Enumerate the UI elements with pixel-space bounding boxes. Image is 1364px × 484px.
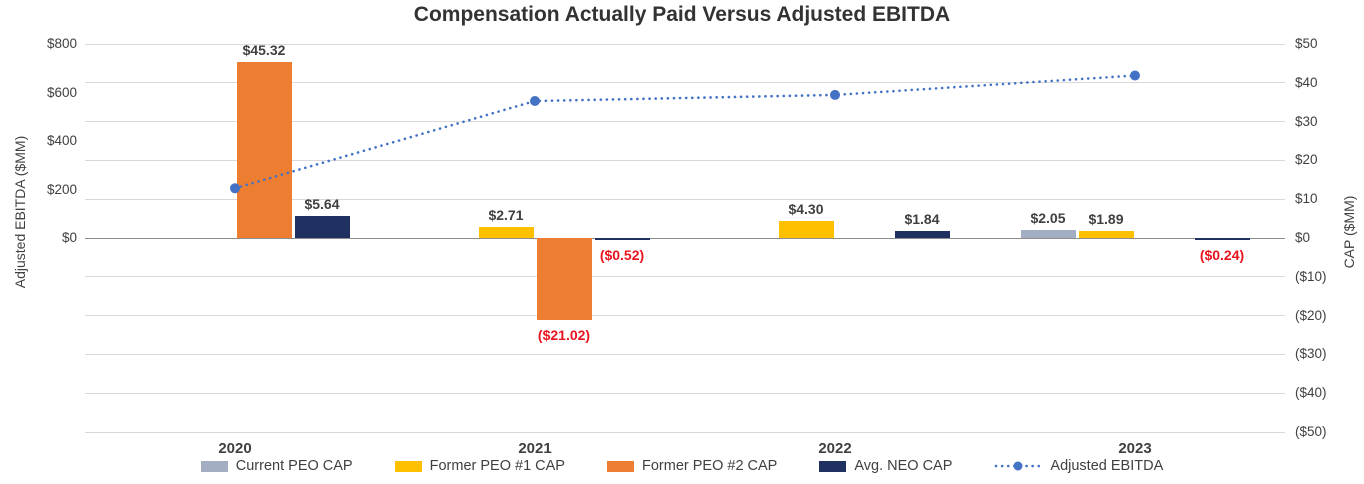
- legend: Current PEO CAP Former PEO #1 CAP Former P…: [0, 458, 1364, 474]
- right-axis-tick: $50: [1295, 36, 1318, 51]
- left-axis-title: Adjusted EBITDA ($MM): [12, 135, 28, 289]
- right-axis-tick: $40: [1295, 74, 1318, 90]
- legend-swatch-former-peo-2-cap: [606, 460, 634, 472]
- legend-label-former-peo-2-cap: Former PEO #2 CAP: [641, 458, 778, 474]
- gridline: [85, 392, 1285, 394]
- bar-former-peo-2-cap-2021: [536, 238, 592, 320]
- legend-label-former-peo-1-cap: Former PEO #1 CAP: [429, 458, 565, 474]
- ebitda-line-layer: [230, 70, 1140, 194]
- bar-former-peo-2-cap-2020: [236, 62, 292, 238]
- gridline: [85, 159, 1285, 161]
- data-label-former-peo-1-cap-2023: $1.89: [1088, 210, 1124, 227]
- left-axis-tick: $200: [46, 181, 77, 197]
- x-axis-label-2022: 2022: [818, 440, 852, 457]
- right-axis-tick: ($30): [1295, 346, 1327, 362]
- data-label-avg-neo-cap-2021: ($0.52): [599, 247, 645, 264]
- right-axis-tick: $10: [1295, 191, 1318, 207]
- gridline: [85, 121, 1285, 123]
- legend-swatch-current-peo-cap: [200, 460, 228, 472]
- ebitda-point-2021: [530, 95, 540, 106]
- left-axis-tick: $400: [46, 133, 77, 148]
- legend-item-avg-neo-cap: Avg. NEO CAP: [819, 458, 952, 474]
- data-label-former-peo-2-cap-2020: $45.32: [242, 42, 286, 59]
- ebitda-point-2023: [1130, 70, 1140, 81]
- plot-area: $45.32 $5.64 $2.71 ($21.02) ($0.52) $4.30 $1.8…: [85, 42, 1285, 433]
- legend-item-adjusted-ebitda: Adjusted EBITDA: [994, 458, 1163, 474]
- ebitda-point-2022: [830, 89, 840, 100]
- bar-current-peo-cap-2023: [1020, 230, 1076, 238]
- legend-label-avg-neo-cap: Avg. NEO CAP: [854, 458, 953, 474]
- legend-item-former-peo-1-cap: Former PEO #1 CAP: [394, 458, 565, 474]
- right-axis-tick: ($50): [1295, 424, 1327, 439]
- data-label-former-peo-1-cap-2021: $2.71: [488, 207, 524, 224]
- legend-line-marker: [1013, 461, 1023, 471]
- legend-label-adjusted-ebitda: Adjusted EBITDA: [1050, 458, 1164, 474]
- ebitda-point-2020: [230, 183, 240, 194]
- legend-swatch-avg-neo-cap: [819, 460, 847, 472]
- left-axis-tick: $600: [46, 84, 77, 100]
- bar-avg-neo-cap-2023: [1194, 238, 1250, 240]
- x-axis-label-2023: 2023: [1118, 440, 1152, 457]
- right-axis-tick: $0: [1295, 230, 1311, 245]
- data-label-avg-neo-cap-2022: $1.84: [904, 210, 940, 227]
- gridline: [85, 315, 1285, 317]
- gridline: [85, 353, 1285, 355]
- zero-axis-line: [85, 237, 1285, 239]
- data-label-former-peo-1-cap-2022: $4.30: [788, 201, 824, 218]
- trend-line: [233, 74, 1137, 190]
- data-label-avg-neo-cap-2023: ($0.24): [1199, 247, 1245, 263]
- x-axis-label-2020: 2020: [218, 440, 252, 457]
- right-axis-tick: ($40): [1295, 385, 1327, 401]
- bar-former-peo-1-cap-2023: [1078, 230, 1134, 238]
- right-axis-tick: $20: [1295, 152, 1318, 168]
- gridline: [85, 82, 1285, 84]
- legend-line-swatch: [994, 460, 1042, 472]
- right-axis-tick: ($10): [1295, 268, 1327, 284]
- data-label-avg-neo-cap-2020: $5.64: [304, 196, 340, 213]
- bar-avg-neo-cap-2022: [894, 230, 950, 238]
- gridline: [85, 43, 1285, 45]
- gridline: [85, 431, 1285, 433]
- right-axis-title: CAP ($MM): [1341, 195, 1357, 269]
- bar-avg-neo-cap-2021: [594, 238, 650, 241]
- legend-item-former-peo-2-cap: Former PEO #2 CAP: [606, 458, 778, 474]
- data-label-current-peo-cap-2023: $2.05: [1030, 210, 1066, 227]
- legend-swatch-former-peo-1-cap: [394, 460, 422, 472]
- bar-former-peo-1-cap-2022: [778, 221, 834, 238]
- gridline: [85, 276, 1285, 278]
- data-label-former-peo-2-cap-2021: ($21.02): [537, 326, 591, 343]
- right-axis-tick: ($20): [1295, 307, 1327, 323]
- legend-item-current-peo-cap: Current PEO CAP: [200, 458, 353, 474]
- bar-former-peo-1-cap-2021: [478, 227, 534, 238]
- chart-title: Compensation Actually Paid Versus Adjust…: [413, 3, 951, 26]
- bar-avg-neo-cap-2020: [294, 216, 350, 238]
- left-axis-tick: $800: [46, 36, 77, 51]
- x-axis-label-2021: 2021: [518, 440, 552, 457]
- gridline: [85, 198, 1285, 200]
- legend-line-icon: [995, 461, 1042, 471]
- legend-label-current-peo-cap: Current PEO CAP: [235, 458, 353, 474]
- left-axis-tick: $0: [61, 230, 77, 245]
- right-axis-tick: $30: [1295, 113, 1318, 129]
